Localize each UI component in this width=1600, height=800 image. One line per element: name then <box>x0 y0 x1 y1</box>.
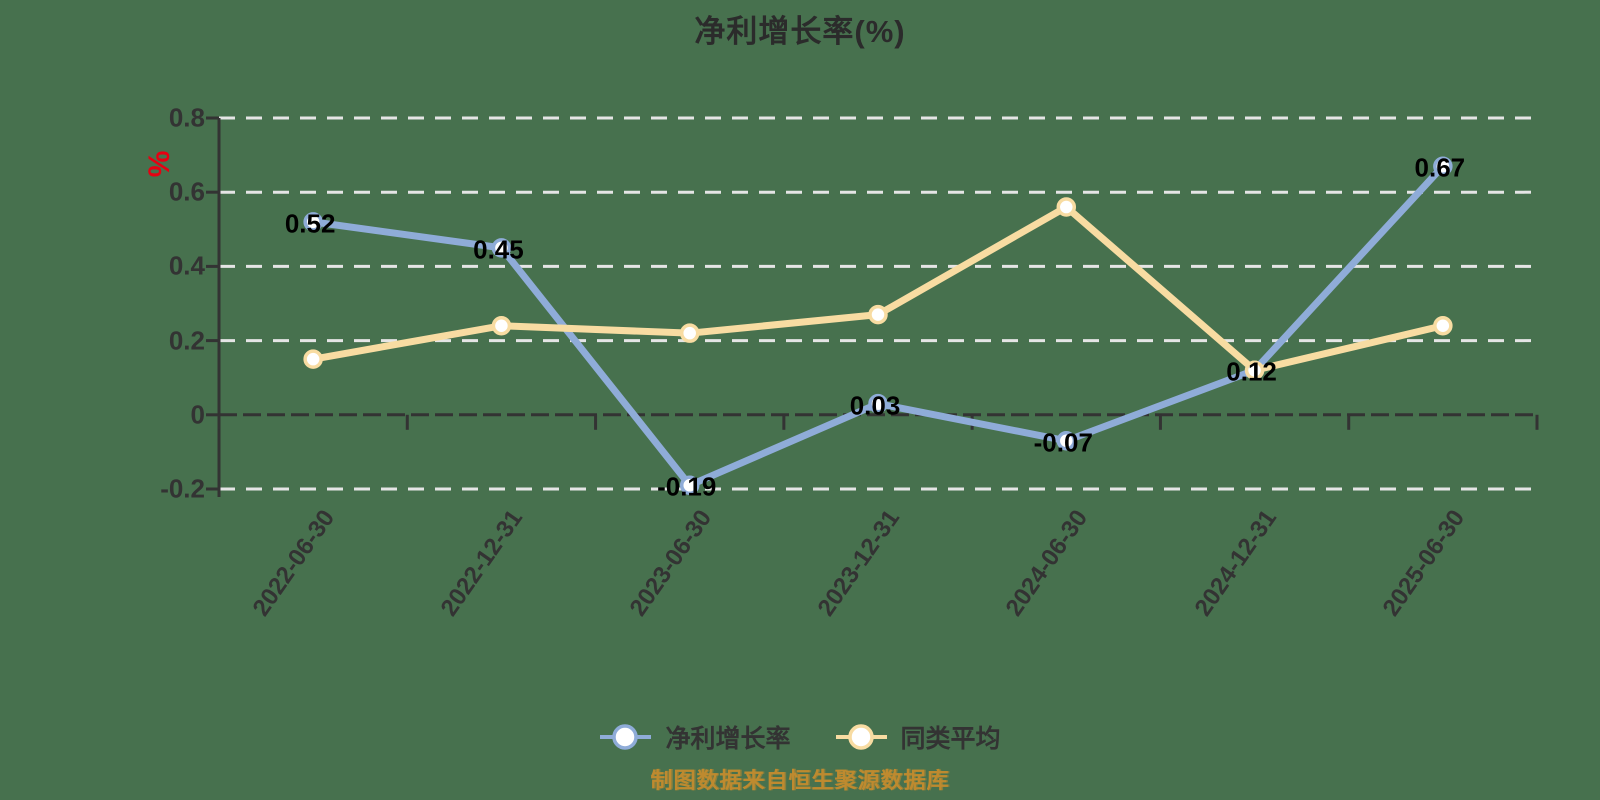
legend-label: 同类平均 <box>900 725 1001 753</box>
y-tick-label: 0.6 <box>168 176 205 207</box>
data-label: 0.12 <box>1226 356 1277 387</box>
data-source-note: 制图数据来自恒生聚源数据库 <box>650 768 950 793</box>
data-point-marker <box>303 212 323 232</box>
data-label: 0.52 <box>284 208 336 239</box>
data-label: 0.67 <box>1414 152 1466 183</box>
data-point-marker <box>868 393 888 414</box>
data-point-marker <box>303 349 323 369</box>
data-point-marker <box>1056 197 1077 217</box>
data-label: -0.07 <box>1033 427 1093 458</box>
data-point-marker <box>679 323 700 343</box>
data-point-marker <box>679 475 700 496</box>
data-point-marker <box>1056 431 1077 451</box>
data-point-marker <box>1433 156 1453 176</box>
chart-title: 净利增长率(%) <box>694 14 906 49</box>
line-circle-legend-icon <box>600 724 652 750</box>
data-point-marker <box>491 238 512 258</box>
y-tick-label: 0 <box>190 399 205 430</box>
legend-label: 净利增长率 <box>665 725 791 753</box>
legend-item-net-profit-growth[interactable]: 净利增长率 <box>599 719 791 755</box>
data-point-marker <box>1244 360 1265 381</box>
data-point-marker <box>491 316 512 336</box>
data-label: 0.45 <box>473 234 524 265</box>
legend-item-peer-average[interactable]: 同类平均 <box>835 719 1001 755</box>
y-tick-label: -0.2 <box>160 473 205 504</box>
data-label: -0.19 <box>657 471 717 502</box>
chart-legend: 净利增长率 同类平均 <box>0 719 1600 755</box>
line-circle-legend-icon <box>835 724 887 750</box>
data-point-marker <box>1433 316 1453 336</box>
y-tick-label: 0.4 <box>168 250 205 281</box>
data-point-marker <box>868 304 888 325</box>
data-label: 0.03 <box>849 390 901 421</box>
y-tick-label: 0.2 <box>168 325 205 356</box>
y-tick-label: 0.8 <box>168 102 205 133</box>
